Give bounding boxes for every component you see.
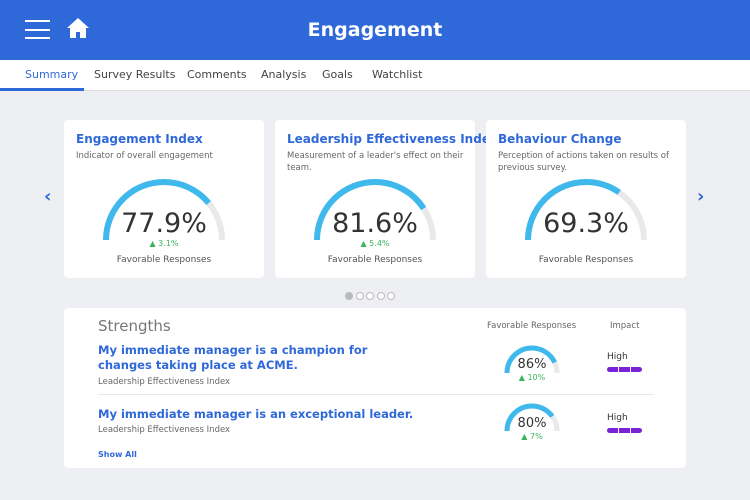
- page-title: Engagement: [307, 19, 443, 41]
- home-icon[interactable]: [66, 17, 90, 39]
- card-value: 77.9%: [121, 208, 207, 239]
- tab-summary[interactable]: Summary: [25, 68, 79, 81]
- metric-card-leadership[interactable]: Leadership Effectiveness Index Measureme…: [275, 120, 498, 278]
- gauge-fill: [504, 403, 560, 432]
- gauge-fill: [103, 179, 225, 241]
- gauge-fill: [525, 179, 647, 241]
- tab-bar: Summary Survey Results Comments Analysis…: [0, 60, 750, 91]
- favorable-change: ▲ 10%: [518, 373, 546, 382]
- active-tab-indicator: [0, 88, 84, 91]
- impact-bar: [607, 367, 642, 372]
- gauge: [314, 179, 436, 241]
- section-title: Strengths: [98, 317, 171, 335]
- card-description: Perception of actions taken on results o…: [498, 151, 669, 173]
- impact-bar: [607, 428, 642, 433]
- column-header-favorable: Favorable Responses: [487, 321, 577, 331]
- chevron-right-icon[interactable]: ›: [697, 186, 705, 207]
- card-change: ▲ 5.4%: [360, 239, 390, 248]
- page-dot[interactable]: [345, 292, 353, 300]
- card-title: Engagement Index: [76, 132, 203, 146]
- small-gauge: [504, 403, 560, 432]
- card-footer: Favorable Responses: [116, 255, 212, 265]
- tab-watchlist[interactable]: Watchlist: [372, 68, 423, 81]
- favorable-value: 80%: [517, 416, 547, 431]
- gauge-fill: [314, 179, 436, 241]
- gauge: [103, 179, 225, 241]
- impact-label: High: [607, 413, 628, 423]
- tab-comments[interactable]: Comments: [187, 68, 247, 81]
- question-category: Leadership Effectiveness Index: [98, 377, 231, 387]
- card-value: 69.3%: [543, 208, 629, 239]
- card-description: Indicator of overall engagement: [76, 151, 213, 161]
- page-dot[interactable]: [366, 292, 374, 300]
- carousel-pagination: [345, 285, 398, 304]
- metric-card-engagement[interactable]: Engagement Index Indicator of overall en…: [64, 120, 264, 278]
- favorable-value: 86%: [517, 357, 547, 372]
- tab-survey-results[interactable]: Survey Results: [94, 68, 176, 81]
- column-header-impact: Impact: [610, 321, 640, 331]
- metric-card-behaviour[interactable]: Behaviour Change Perception of actions t…: [486, 120, 686, 278]
- card-footer: Favorable Responses: [538, 255, 634, 265]
- page-dot[interactable]: [387, 292, 395, 300]
- favorable-change: ▲ 7%: [521, 432, 543, 441]
- header: Engagement: [0, 0, 750, 60]
- impact-label: High: [607, 352, 628, 362]
- card-footer: Favorable Responses: [327, 255, 423, 265]
- page-dot[interactable]: [376, 292, 385, 300]
- gauge-fill: [504, 345, 560, 374]
- question-category: Leadership Effectiveness Index: [98, 425, 231, 435]
- hamburger-icon[interactable]: [25, 20, 50, 39]
- page-dot[interactable]: [355, 292, 364, 300]
- gauge: [525, 179, 647, 241]
- card-value: 81.6%: [332, 208, 418, 239]
- chevron-left-icon[interactable]: ‹: [44, 186, 52, 207]
- card-title: Behaviour Change: [498, 132, 622, 146]
- tab-analysis[interactable]: Analysis: [261, 68, 307, 81]
- show-all-link[interactable]: Show All: [98, 450, 137, 459]
- question-text[interactable]: My immediate manager is a champion for c…: [98, 343, 368, 372]
- small-gauge: [504, 345, 560, 374]
- divider: [98, 394, 654, 395]
- tab-goals[interactable]: Goals: [322, 68, 353, 81]
- card-title: Leadership Effectiveness Index: [287, 132, 498, 146]
- strengths-panel: Strengths Favorable Responses Impact My …: [64, 308, 686, 468]
- card-change: ▲ 3.1%: [149, 239, 179, 248]
- question-text[interactable]: My immediate manager is an exceptional l…: [98, 407, 414, 421]
- card-description: Measurement of a leader's effect on thei…: [287, 151, 464, 173]
